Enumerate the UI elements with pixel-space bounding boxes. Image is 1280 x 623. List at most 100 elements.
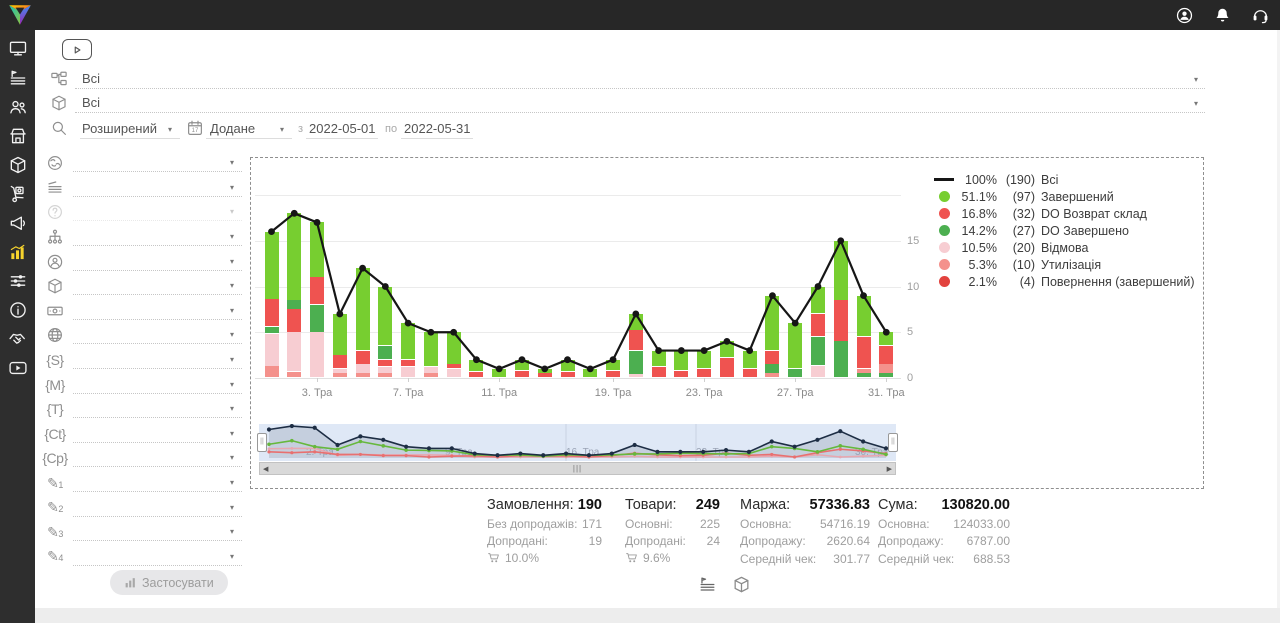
search-mode-field[interactable] [80, 122, 180, 139]
window-scrollbar-track[interactable] [1277, 30, 1280, 608]
bar-segment[interactable] [310, 332, 325, 378]
bar-segment[interactable] [742, 368, 757, 378]
bar-segment[interactable] [856, 368, 871, 373]
bar-segment[interactable] [378, 286, 393, 346]
bar-segment[interactable] [287, 332, 302, 371]
bar-segment[interactable] [651, 350, 666, 367]
date-from-input[interactable]: 2022-05-01 [309, 121, 376, 136]
filter-select-structure[interactable]: ▾ [73, 228, 242, 247]
status-filter-caret-icon[interactable]: ▾ [1194, 75, 1199, 84]
sidebar-item-procurement[interactable] [8, 184, 28, 204]
sidebar-item-settings[interactable] [8, 271, 28, 291]
video-help-button[interactable] [62, 39, 92, 60]
bar-segment[interactable] [423, 373, 438, 378]
bar-segment[interactable] [879, 332, 894, 346]
bar-segment[interactable] [765, 373, 780, 378]
bar-segment[interactable] [560, 359, 575, 371]
headset-icon[interactable] [1251, 6, 1270, 25]
legend-item[interactable]: 5.3% (10) Утилізація [939, 256, 1195, 273]
bar-segment[interactable] [378, 359, 393, 367]
sidebar-item-info[interactable] [8, 300, 28, 320]
bar-segment[interactable] [264, 326, 279, 334]
filter-select-payment[interactable]: ▾ [73, 302, 242, 320]
scroll-left-icon[interactable]: ◀ [263, 465, 269, 473]
filter-select-note-1[interactable]: ▾ [73, 474, 242, 493]
filter-select-tag-m[interactable]: ▾ [73, 376, 242, 394]
user-circle-icon[interactable] [1175, 6, 1194, 25]
bell-icon[interactable] [1213, 6, 1232, 25]
scroll-right-icon[interactable]: ▶ [886, 465, 892, 473]
bar-segment[interactable] [606, 370, 621, 378]
sidebar-item-marketing[interactable] [8, 213, 28, 233]
bar-segment[interactable] [332, 355, 347, 369]
filter-select-tag-t[interactable]: ▾ [73, 400, 242, 419]
bar-segment[interactable] [765, 295, 780, 350]
bar-segment[interactable] [378, 345, 393, 360]
bar-segment[interactable] [378, 367, 393, 373]
bar-segment[interactable] [287, 309, 302, 332]
filter-select-tag-s[interactable]: ▾ [73, 351, 242, 370]
bar-segment[interactable] [742, 350, 757, 369]
bar-segment[interactable] [514, 359, 529, 371]
navigator-left-handle[interactable]: || [257, 433, 267, 452]
search-mode-caret-icon[interactable]: ▾ [168, 125, 173, 134]
filter-select-source-globe[interactable]: ▾ [73, 154, 242, 173]
bar-segment[interactable] [537, 373, 552, 378]
bar-segment[interactable] [879, 364, 894, 373]
sidebar-item-video-lessons[interactable] [8, 358, 28, 378]
bar-segment[interactable] [810, 366, 825, 378]
apply-button[interactable]: Застосувати [110, 570, 228, 595]
filter-select-manager[interactable]: ▾ [73, 253, 242, 271]
product-filter-field[interactable] [75, 96, 1205, 113]
filter-select-note-2[interactable]: ▾ [73, 499, 242, 517]
sidebar-item-store[interactable] [8, 126, 28, 146]
bar-segment[interactable] [628, 374, 643, 378]
bar-segment[interactable] [810, 313, 825, 337]
bar-segment[interactable] [674, 350, 689, 371]
bar-segment[interactable] [719, 357, 734, 378]
bar-segment[interactable] [446, 364, 461, 369]
bar-segment[interactable] [355, 350, 370, 364]
bar-segment[interactable] [810, 286, 825, 314]
view-by-status-toggle[interactable] [698, 575, 717, 594]
app-logo-icon[interactable] [7, 2, 33, 28]
sidebar-item-customers[interactable] [8, 97, 28, 117]
date-field-select[interactable] [206, 122, 292, 139]
bar-segment[interactable] [469, 371, 484, 378]
filter-select-tag-cp[interactable]: ▾ [73, 449, 242, 468]
bar-segment[interactable] [560, 371, 575, 378]
bar-segment[interactable] [378, 373, 393, 378]
legend-item[interactable]: 2.1% (4) Повернення (завершений) [939, 273, 1195, 290]
bar-segment[interactable] [628, 330, 643, 350]
legend-item[interactable]: 51.1% (97) Завершений [939, 188, 1195, 205]
bar-segment[interactable] [264, 231, 279, 299]
legend-item[interactable]: 10.5% (20) Відмова [939, 239, 1195, 256]
bar-segment[interactable] [856, 373, 871, 378]
bar-segment[interactable] [446, 368, 461, 378]
bar-segment[interactable] [810, 336, 825, 366]
date-to-input[interactable]: 2022-05-31 [404, 121, 471, 136]
bar-segment[interactable] [287, 213, 302, 300]
navigator-right-handle[interactable]: || [888, 433, 898, 452]
bar-segment[interactable] [492, 368, 507, 378]
product-filter-value[interactable]: Всі [82, 95, 101, 110]
bar-segment[interactable] [332, 373, 347, 378]
bar-segment[interactable] [856, 336, 871, 369]
bar-segment[interactable] [697, 350, 712, 369]
bar-segment[interactable] [355, 364, 370, 373]
sidebar-item-analytics[interactable] [8, 242, 28, 262]
sidebar-item-orders[interactable] [8, 68, 28, 88]
bar-segment[interactable] [264, 334, 279, 366]
bar-segment[interactable] [719, 341, 734, 358]
navigator-scrollbar[interactable]: ◀ ||| ▶ [259, 462, 896, 475]
bar-segment[interactable] [287, 371, 302, 378]
bar-segment[interactable] [287, 300, 302, 309]
bar-segment[interactable] [401, 367, 416, 378]
bar-segment[interactable] [833, 300, 848, 341]
date-field-caret-icon[interactable]: ▾ [280, 125, 285, 134]
sidebar-item-products[interactable] [8, 155, 28, 175]
bar-segment[interactable] [606, 359, 621, 371]
bar-segment[interactable] [355, 268, 370, 350]
bar-segment[interactable] [788, 368, 803, 378]
bar-segment[interactable] [310, 222, 325, 277]
